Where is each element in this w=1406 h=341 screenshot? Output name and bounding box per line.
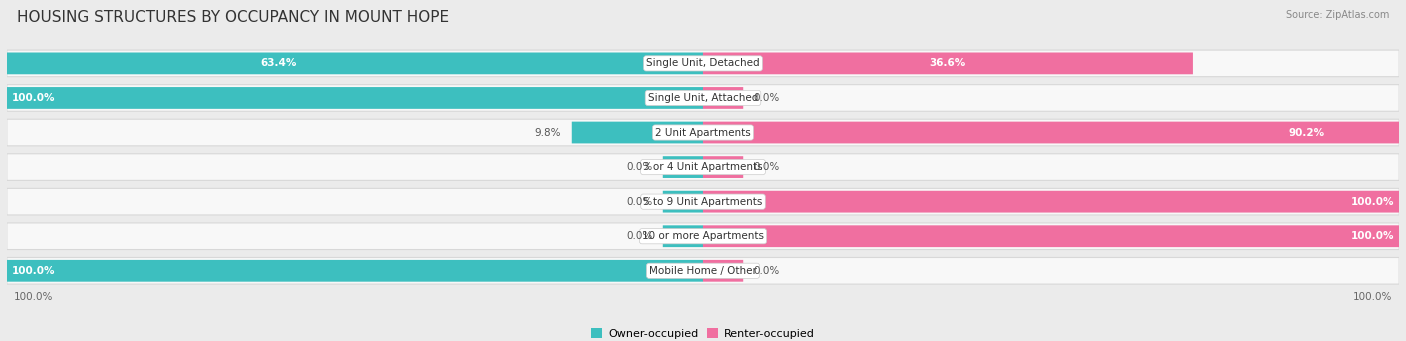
Text: 0.0%: 0.0% <box>754 266 780 276</box>
FancyBboxPatch shape <box>7 119 1399 146</box>
FancyBboxPatch shape <box>662 156 703 178</box>
FancyBboxPatch shape <box>0 53 703 74</box>
Text: 0.0%: 0.0% <box>626 231 652 241</box>
FancyBboxPatch shape <box>703 225 1406 247</box>
Legend: Owner-occupied, Renter-occupied: Owner-occupied, Renter-occupied <box>586 324 820 341</box>
FancyBboxPatch shape <box>703 53 1192 74</box>
Text: 100.0%: 100.0% <box>13 266 56 276</box>
FancyBboxPatch shape <box>7 154 1399 180</box>
FancyBboxPatch shape <box>703 156 744 178</box>
FancyBboxPatch shape <box>7 50 1399 77</box>
Text: 5 to 9 Unit Apartments: 5 to 9 Unit Apartments <box>644 197 762 207</box>
Text: 2 Unit Apartments: 2 Unit Apartments <box>655 128 751 137</box>
FancyBboxPatch shape <box>7 85 1399 111</box>
FancyBboxPatch shape <box>572 122 703 144</box>
Text: Source: ZipAtlas.com: Source: ZipAtlas.com <box>1285 10 1389 20</box>
Text: 100.0%: 100.0% <box>1353 292 1392 302</box>
Text: 36.6%: 36.6% <box>929 58 966 69</box>
Text: HOUSING STRUCTURES BY OCCUPANCY IN MOUNT HOPE: HOUSING STRUCTURES BY OCCUPANCY IN MOUNT… <box>17 10 449 25</box>
Text: 9.8%: 9.8% <box>534 128 561 137</box>
Text: 100.0%: 100.0% <box>1350 231 1393 241</box>
FancyBboxPatch shape <box>703 260 744 282</box>
Text: 0.0%: 0.0% <box>626 162 652 172</box>
FancyBboxPatch shape <box>662 191 703 212</box>
Text: 100.0%: 100.0% <box>1350 197 1393 207</box>
Text: 0.0%: 0.0% <box>754 93 780 103</box>
FancyBboxPatch shape <box>703 191 1406 212</box>
FancyBboxPatch shape <box>703 87 744 109</box>
Text: 90.2%: 90.2% <box>1288 128 1324 137</box>
Text: 10 or more Apartments: 10 or more Apartments <box>643 231 763 241</box>
Text: 3 or 4 Unit Apartments: 3 or 4 Unit Apartments <box>643 162 763 172</box>
FancyBboxPatch shape <box>703 122 1406 144</box>
Text: 100.0%: 100.0% <box>14 292 53 302</box>
Text: 100.0%: 100.0% <box>13 93 56 103</box>
FancyBboxPatch shape <box>662 225 703 247</box>
FancyBboxPatch shape <box>0 260 703 282</box>
FancyBboxPatch shape <box>0 87 703 109</box>
Text: 0.0%: 0.0% <box>626 197 652 207</box>
Text: Single Unit, Attached: Single Unit, Attached <box>648 93 758 103</box>
FancyBboxPatch shape <box>7 257 1399 284</box>
FancyBboxPatch shape <box>7 223 1399 250</box>
Text: Mobile Home / Other: Mobile Home / Other <box>650 266 756 276</box>
Text: 0.0%: 0.0% <box>754 162 780 172</box>
Text: 63.4%: 63.4% <box>260 58 297 69</box>
FancyBboxPatch shape <box>7 188 1399 215</box>
Text: Single Unit, Detached: Single Unit, Detached <box>647 58 759 69</box>
